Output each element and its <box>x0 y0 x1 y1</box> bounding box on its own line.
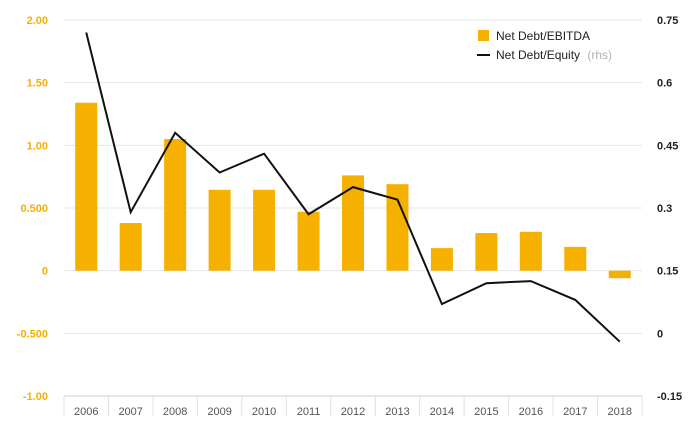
x-tick-label: 2010 <box>252 406 276 418</box>
x-tick-label: 2007 <box>118 406 142 418</box>
bar-2010 <box>253 189 276 271</box>
left-tick-label: 1.00 <box>27 140 48 152</box>
legend: Net Debt/EBITDA Net Debt/Equity (rhs) <box>477 29 612 62</box>
bar-2006 <box>75 102 98 271</box>
left-tick-label: -1.00 <box>23 391 48 403</box>
left-tick-label: 2.00 <box>27 15 48 27</box>
x-tick-label: 2006 <box>74 406 98 418</box>
x-tick-label: 2017 <box>563 406 587 418</box>
legend-swatch-bar <box>478 30 489 41</box>
bar-2012 <box>342 175 364 271</box>
right-axis: 0.75 0.6 0.45 0.3 0.15 0 -0.15 <box>657 15 682 403</box>
legend-label-line-note: (rhs) <box>587 48 612 62</box>
legend-label-line: Net Debt/Equity <box>496 48 580 62</box>
right-tick-label: 0.6 <box>657 78 672 90</box>
svg-text:Net Debt/Equity (rhs): Net Debt/Equity (rhs) <box>496 48 612 62</box>
bar-series <box>75 102 631 279</box>
left-axis: 2.00 1.50 1.00 0.500 0 -0.500 -1.00 <box>17 15 48 403</box>
x-tick-label: 2012 <box>341 406 365 418</box>
line-net-debt-equity <box>85 32 621 343</box>
bar-2017 <box>564 246 587 271</box>
x-axis: 2006 2007 2008 2009 2010 2011 2012 2013 2014 2015… <box>74 406 632 418</box>
bar-2018 <box>608 270 631 279</box>
bar-2015 <box>475 233 498 271</box>
right-tick-label: -0.15 <box>657 391 682 403</box>
right-tick-label: 0.75 <box>657 15 678 27</box>
line-series <box>85 32 621 343</box>
right-tick-label: 0 <box>657 328 663 340</box>
bar-2008 <box>164 139 187 271</box>
bar-2007 <box>119 223 142 271</box>
right-tick-label: 0.3 <box>657 203 672 215</box>
x-tick-label: 2013 <box>385 406 409 418</box>
bar-2014 <box>430 248 453 271</box>
x-tick-label: 2008 <box>163 406 187 418</box>
left-tick-label: 1.50 <box>27 78 48 90</box>
bar-2016 <box>519 231 542 271</box>
x-tick-label: 2018 <box>608 406 632 418</box>
left-tick-label: 0 <box>42 266 48 278</box>
bar-2009 <box>208 189 231 271</box>
right-tick-label: 0.45 <box>657 140 678 152</box>
bar-2013 <box>386 184 409 271</box>
x-tick-label: 2011 <box>297 406 321 418</box>
x-tick-label: 2015 <box>474 406 498 418</box>
x-tick-label: 2009 <box>207 406 231 418</box>
bar-2011 <box>297 211 320 271</box>
x-tick-label: 2016 <box>519 406 543 418</box>
legend-label-bar: Net Debt/EBITDA <box>496 29 590 43</box>
x-tick-label: 2014 <box>430 406 454 418</box>
right-tick-label: 0.15 <box>657 266 678 278</box>
left-tick-label: -0.500 <box>17 328 48 340</box>
left-tick-label: 0.500 <box>20 203 48 215</box>
